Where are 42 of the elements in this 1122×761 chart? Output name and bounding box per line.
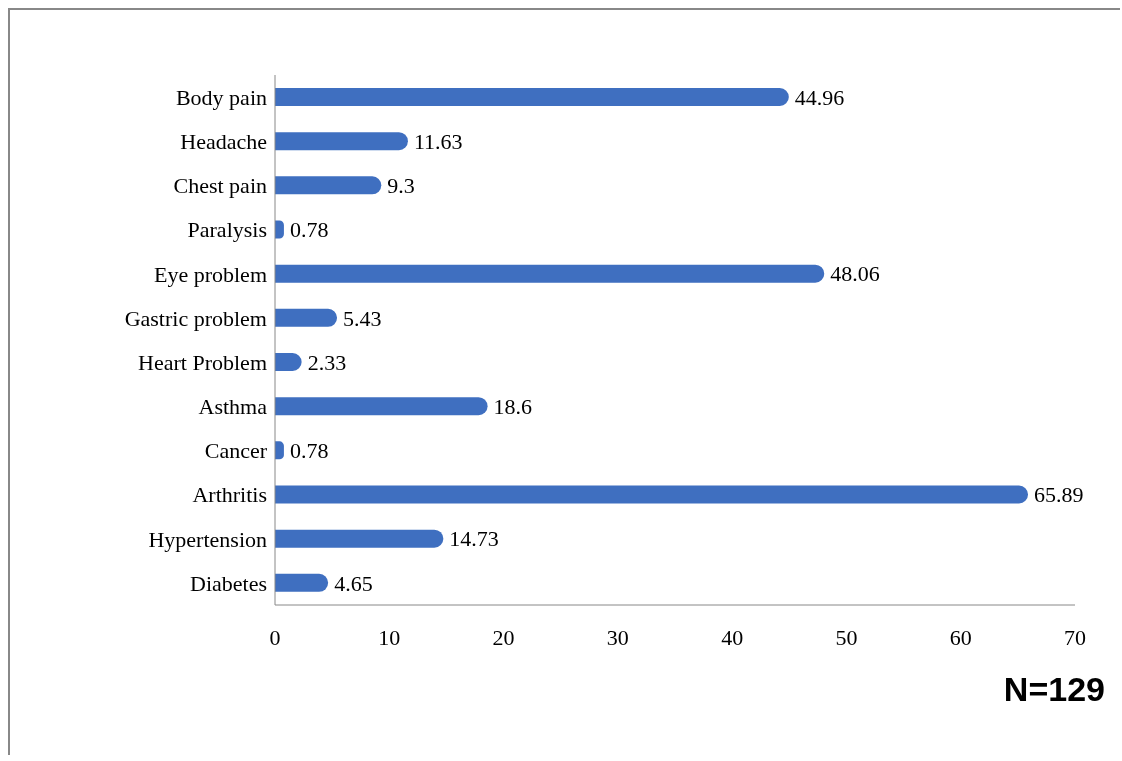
y-tick-label: Heart Problem bbox=[138, 349, 267, 375]
y-tick-label: Hypertension bbox=[148, 526, 267, 552]
y-tick-label: Asthma bbox=[198, 394, 268, 420]
x-tick-label: 10 bbox=[378, 624, 401, 650]
y-tick-label: Eye problem bbox=[153, 261, 267, 287]
x-tick-label: 50 bbox=[835, 624, 858, 650]
x-tick-label: 0 bbox=[269, 624, 281, 650]
y-tick-label: Body pain bbox=[175, 84, 267, 110]
bar bbox=[275, 176, 382, 195]
data-label: 0.78 bbox=[289, 217, 329, 243]
data-label: 65.89 bbox=[1034, 482, 1084, 508]
bar bbox=[275, 485, 1029, 504]
text: N=129 bbox=[1003, 670, 1105, 709]
x-tick-label: 70 bbox=[1064, 624, 1086, 650]
data-label: 14.73 bbox=[449, 526, 499, 552]
data-label: 4.65 bbox=[334, 570, 373, 596]
data-label: 11.63 bbox=[413, 128, 463, 154]
x-tick-label: 20 bbox=[492, 624, 515, 650]
bar bbox=[275, 397, 488, 416]
y-tick-label: Gastric problem bbox=[124, 305, 267, 331]
y-tick-label: Paralysis bbox=[187, 217, 267, 243]
bar bbox=[275, 88, 789, 106]
data-label: 5.43 bbox=[343, 305, 382, 331]
data-label: 0.78 bbox=[289, 438, 329, 464]
data-label: 18.6 bbox=[493, 393, 533, 419]
y-tick-label: Chest pain bbox=[173, 173, 267, 199]
data-label: 48.06 bbox=[830, 261, 880, 287]
data-label: 44.96 bbox=[794, 84, 845, 110]
y-tick-label: Arthritis bbox=[192, 482, 267, 508]
bar bbox=[275, 529, 444, 548]
bar bbox=[275, 264, 825, 283]
y-tick-label: Diabetes bbox=[190, 570, 267, 596]
bar bbox=[275, 573, 329, 592]
bar bbox=[275, 132, 408, 151]
y-tick-label: Headache bbox=[180, 129, 267, 155]
x-tick-label: 40 bbox=[721, 624, 744, 650]
data-label: 2.33 bbox=[307, 349, 347, 375]
x-tick-label: 30 bbox=[606, 624, 629, 650]
bar bbox=[275, 308, 338, 327]
x-tick-label: 60 bbox=[949, 624, 972, 650]
data-label: 9.3 bbox=[387, 173, 415, 199]
y-tick-label: Cancer bbox=[204, 438, 268, 464]
